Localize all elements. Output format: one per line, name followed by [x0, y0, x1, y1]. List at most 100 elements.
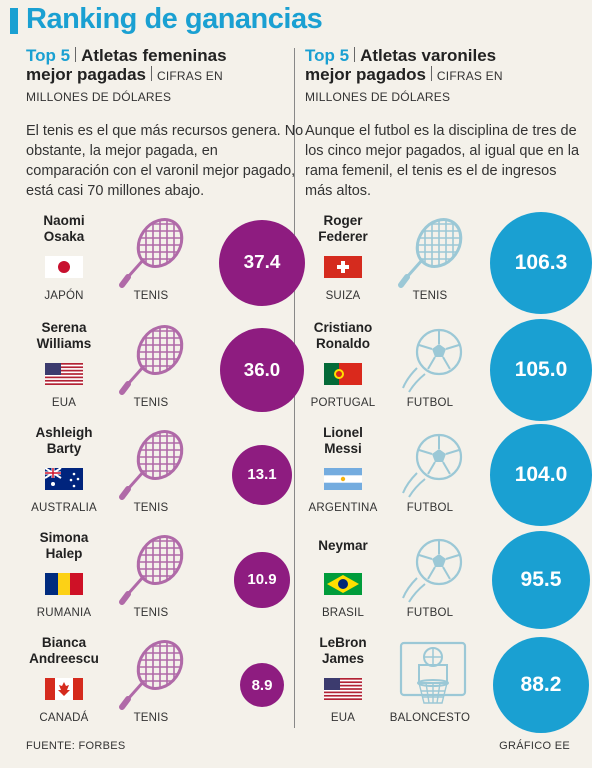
soccer-ball-icon [393, 425, 473, 510]
athlete-first-name: Cristiano [313, 320, 373, 335]
source-note: FUENTE: FORBES [26, 740, 126, 752]
athlete-country: SUIZA [325, 290, 361, 302]
value-bubble: 13.1 [231, 444, 293, 506]
value-bubble: 10.9 [234, 552, 290, 608]
value-label: 88.2 [520, 672, 562, 696]
page-title: Ranking de ganancias [26, 3, 323, 35]
athlete-last-name: Osaka [43, 229, 85, 244]
athlete-country: BRASIL [321, 607, 365, 619]
female-description: El tenis es el que más recursos genera. … [26, 123, 304, 199]
athlete-last-name: Ronaldo [316, 336, 370, 351]
athlete-first-name: Ashleigh [35, 425, 93, 440]
athlete-first-name: Simona [39, 530, 89, 545]
athlete-name: Naomi Osaka [19, 213, 109, 245]
male-units-line1: CIFRAS EN [436, 69, 503, 83]
female-column: Top 5 Atletas femeninas mejor pagadas CIFR… [26, 46, 304, 201]
tennis-racket-icon [114, 530, 192, 613]
female-heading-line1: Atletas femeninas [81, 46, 227, 65]
male-heading: Top 5 Atletas varoniles mejor pagados CIFR… [305, 46, 583, 107]
tennis-racket-icon [393, 213, 471, 296]
value-label: 37.4 [243, 252, 281, 273]
basketball-hoop-icon [393, 635, 473, 720]
athlete-country: AUSTRALIA [31, 502, 97, 514]
athlete-sport: FUTBOL [406, 502, 454, 514]
value-bubble: 104.0 [490, 424, 592, 526]
athlete-sport: TENIS [133, 502, 169, 514]
athlete-name: Lionel Messi [298, 425, 388, 457]
value-label: 13.1 [247, 466, 277, 484]
athlete-sport: TENIS [133, 712, 169, 724]
athlete-first-name: Serena [41, 320, 87, 335]
value-bubble: 95.5 [491, 530, 591, 630]
tennis-racket-icon [114, 320, 192, 403]
athlete-country: CANADÁ [39, 712, 89, 724]
male-top5-label: Top 5 [305, 46, 350, 65]
usa-flag-icon [45, 363, 83, 385]
japan-flag-icon [45, 256, 83, 278]
female-athlete-row: Bianca Andreescu CANADÁ TENIS 8.9 [26, 635, 296, 735]
athlete-last-name: Andreescu [29, 651, 99, 666]
tennis-racket-icon [114, 425, 192, 508]
athlete-country: EUA [330, 712, 356, 724]
value-bubble: 8.9 [240, 663, 284, 707]
value-label: 95.5 [520, 567, 562, 591]
canada-flag-icon [45, 678, 83, 700]
portugal-flag-icon [324, 363, 362, 385]
athlete-sport: TENIS [133, 607, 169, 619]
value-label: 105.0 [514, 358, 568, 381]
athlete-country: EUA [51, 397, 77, 409]
athlete-country: JAPÓN [44, 290, 84, 302]
female-athlete-row: Naomi Osaka JAPÓN TENIS 37.4 [26, 213, 305, 313]
athlete-country: RUMANIA [36, 607, 92, 619]
value-label: 8.9 [251, 676, 273, 694]
athlete-last-name: Messi [324, 441, 362, 456]
female-heading: Top 5 Atletas femeninas mejor pagadas CIFR… [26, 46, 304, 107]
athlete-last-name: Barty [46, 441, 82, 456]
male-athlete-row: Lionel Messi ARGENTINA FUTBOL 104.0 [305, 424, 592, 526]
female-athlete-row: Simona Halep RUMANIA TENIS 10.9 [26, 530, 296, 630]
graphic-credit: GRÁFICO EE [499, 740, 570, 752]
romania-flag-icon [45, 573, 83, 595]
athlete-name: Simona Halep [19, 530, 109, 562]
athlete-sport: BALONCESTO [389, 712, 471, 724]
athlete-last-name: Williams [36, 336, 92, 351]
value-bubble: 106.3 [490, 212, 592, 314]
male-athlete-row: Neymar BRASIL FUTBOL 95.5 [305, 530, 591, 630]
female-top5-label: Top 5 [26, 46, 71, 65]
tennis-racket-icon [114, 635, 192, 718]
athlete-first-name: Naomi [43, 213, 85, 228]
athlete-country: PORTUGAL [310, 397, 376, 409]
athlete-sport: TENIS [133, 397, 169, 409]
female-units-line2: MILLONES DE DÓLARES [26, 90, 172, 104]
female-heading-line2: mejor pagadas [26, 65, 146, 84]
male-heading-line2: mejor pagados [305, 65, 426, 84]
value-bubble: 37.4 [219, 220, 305, 306]
female-athlete-row: Ashleigh Barty AUSTRALIA TENIS 13.1 [26, 425, 296, 525]
male-heading-line1: Atletas varoniles [360, 46, 497, 65]
athlete-first-name: Roger [323, 213, 363, 228]
athlete-name: Roger Federer [298, 213, 388, 245]
value-bubble: 36.0 [219, 327, 305, 413]
athlete-name: Serena Williams [19, 320, 109, 352]
value-label: 10.9 [247, 571, 277, 589]
athlete-sport: TENIS [412, 290, 448, 302]
athlete-name: LeBron James [298, 635, 388, 667]
athlete-sport: FUTBOL [406, 607, 454, 619]
value-label: 106.3 [514, 251, 568, 274]
usa-flag-icon [324, 678, 362, 700]
soccer-ball-icon [393, 530, 473, 615]
athlete-last-name: Halep [45, 546, 83, 561]
athlete-name: Bianca Andreescu [19, 635, 109, 667]
athlete-first-name: Lionel [323, 425, 363, 440]
male-athlete-row: Cristiano Ronaldo PORTUGAL FUTBOL 105.0 [305, 319, 592, 421]
brazil-flag-icon [324, 573, 362, 595]
athlete-country: ARGENTINA [308, 502, 378, 514]
female-units-line1: CIFRAS EN [157, 69, 223, 83]
title-accent-bar [10, 8, 18, 34]
value-label: 104.0 [514, 463, 568, 486]
value-label: 36.0 [243, 358, 281, 380]
athlete-name: Ashleigh Barty [19, 425, 109, 457]
male-units-line2: MILLONES DE DÓLARES [305, 90, 451, 104]
tennis-racket-icon [114, 213, 192, 296]
